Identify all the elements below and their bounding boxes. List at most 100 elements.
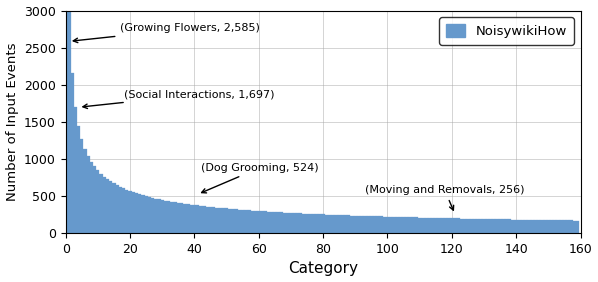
Bar <box>154 199 157 233</box>
Bar <box>560 220 563 233</box>
Bar <box>380 217 383 233</box>
Bar <box>499 219 502 233</box>
Bar <box>119 187 122 233</box>
Bar <box>421 218 425 233</box>
Bar <box>402 217 405 233</box>
Bar <box>469 219 473 233</box>
Bar <box>228 209 231 233</box>
Bar <box>460 219 463 233</box>
Bar <box>418 217 421 233</box>
Bar <box>135 193 138 233</box>
Bar <box>167 201 170 233</box>
Y-axis label: Number of Input Events: Number of Input Events <box>5 43 19 201</box>
Bar <box>411 217 415 233</box>
X-axis label: Category: Category <box>288 261 358 276</box>
Bar <box>129 191 132 233</box>
Bar <box>386 217 389 233</box>
Bar <box>296 213 299 233</box>
Bar <box>367 216 370 233</box>
Bar <box>260 211 264 233</box>
Bar <box>273 212 276 233</box>
Bar <box>466 219 469 233</box>
Bar <box>556 220 560 233</box>
Bar <box>187 204 190 233</box>
Bar <box>286 213 289 233</box>
Bar <box>234 209 238 233</box>
Bar <box>222 208 225 233</box>
Bar <box>115 185 119 233</box>
Bar <box>99 174 103 233</box>
Bar <box>93 166 96 233</box>
Bar <box>77 126 80 233</box>
Bar <box>325 215 328 233</box>
Bar <box>306 214 309 233</box>
Bar <box>344 215 347 233</box>
Bar <box>347 215 350 233</box>
Bar <box>530 220 534 233</box>
Bar <box>350 215 353 233</box>
Bar <box>289 213 292 233</box>
Bar <box>83 149 87 233</box>
Bar <box>270 212 273 233</box>
Bar <box>515 220 518 233</box>
Bar <box>328 215 331 233</box>
Bar <box>112 184 115 233</box>
Bar <box>341 215 344 233</box>
Bar <box>96 170 99 233</box>
Bar <box>267 212 270 233</box>
Bar <box>145 196 148 233</box>
Bar <box>486 219 489 233</box>
Bar <box>572 221 576 233</box>
Bar <box>80 139 83 233</box>
Bar <box>357 216 360 233</box>
Legend: NoisywikiHow: NoisywikiHow <box>439 17 574 45</box>
Bar <box>161 200 164 233</box>
Bar <box>569 221 572 233</box>
Bar <box>457 219 460 233</box>
Bar <box>125 190 129 233</box>
Bar <box>441 218 444 233</box>
Bar <box>370 216 373 233</box>
Bar <box>173 202 177 233</box>
Bar <box>489 219 492 233</box>
Bar <box>434 218 437 233</box>
Bar <box>231 209 234 233</box>
Bar <box>193 205 196 233</box>
Bar <box>312 214 315 233</box>
Bar <box>248 210 251 233</box>
Bar <box>203 206 206 233</box>
Bar <box>315 214 318 233</box>
Bar <box>576 221 579 233</box>
Bar <box>444 218 447 233</box>
Bar <box>360 216 364 233</box>
Bar <box>212 207 215 233</box>
Bar <box>283 213 286 233</box>
Bar <box>399 217 402 233</box>
Bar <box>428 218 431 233</box>
Bar <box>508 219 511 233</box>
Bar <box>122 188 125 233</box>
Bar <box>254 211 257 233</box>
Bar <box>157 199 161 233</box>
Bar <box>405 217 408 233</box>
Bar <box>302 213 306 233</box>
Bar <box>68 0 71 233</box>
Bar <box>476 219 479 233</box>
Bar <box>322 214 325 233</box>
Bar <box>74 107 77 233</box>
Bar <box>437 218 441 233</box>
Bar <box>527 220 530 233</box>
Bar <box>376 216 380 233</box>
Bar <box>473 219 476 233</box>
Bar <box>190 205 193 233</box>
Bar <box>373 216 376 233</box>
Bar <box>151 198 154 233</box>
Bar <box>87 156 90 233</box>
Bar <box>492 219 495 233</box>
Bar <box>164 201 167 233</box>
Bar <box>71 73 74 233</box>
Bar <box>383 217 386 233</box>
Bar <box>338 215 341 233</box>
Bar <box>170 202 173 233</box>
Bar <box>550 220 553 233</box>
